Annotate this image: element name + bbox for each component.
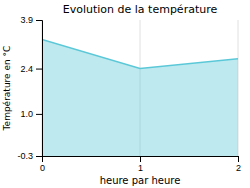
y-axis-title: Température en °C [2, 46, 12, 132]
tick: 0 [40, 156, 45, 173]
tick-label: 1 [138, 163, 143, 173]
tick-label: 0 [40, 163, 45, 173]
tick-label: -0.3 [17, 151, 33, 161]
tick-label: 2 [236, 163, 241, 173]
tick-label: 1.0 [20, 109, 33, 119]
x-axis-title: heure par heure [100, 175, 181, 186]
tick-mark [238, 156, 239, 162]
y-axis: -0.3 1.0 2.4 3.9 [17, 15, 42, 161]
tick: 1 [138, 156, 143, 173]
marks [42, 39, 238, 156]
tick: 3.9 [20, 15, 42, 25]
line [42, 39, 238, 68]
tick: 2.4 [20, 64, 42, 74]
axis-line [36, 21, 43, 157]
tick: 2 [236, 156, 241, 173]
tick-label: 3.9 [20, 15, 33, 25]
area [42, 39, 238, 156]
tick: -0.3 [17, 151, 42, 161]
tick: 1.0 [20, 109, 42, 119]
tick-mark [36, 114, 42, 115]
x-axis: 0 1 2 [40, 156, 241, 173]
axis-line [43, 157, 239, 163]
tick-mark [36, 156, 42, 157]
title: Evolution de la température [63, 3, 218, 16]
tick-mark [140, 156, 141, 162]
tick-mark [36, 69, 42, 70]
chart: 0 1 2 -0.3 1.0 2.4 3.9 Evolution de la températ… [0, 0, 250, 188]
tick-mark [36, 20, 42, 21]
grid [42, 20, 238, 156]
tick-label: 2.4 [20, 64, 33, 74]
plot-area: 0 1 2 -0.3 1.0 2.4 3.9 [17, 15, 241, 173]
